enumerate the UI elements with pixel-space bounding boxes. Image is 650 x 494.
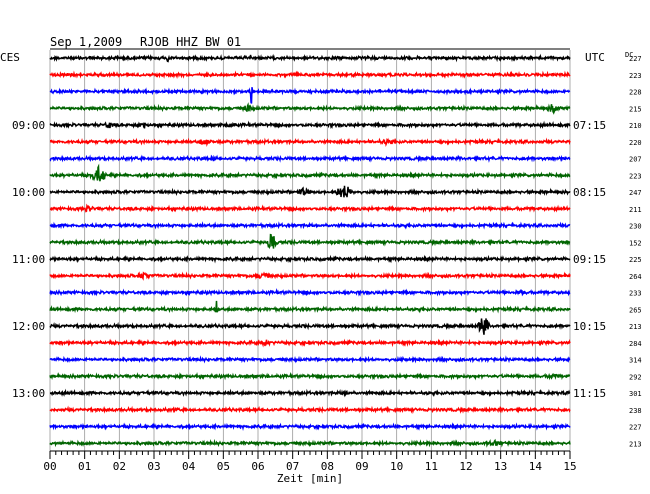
x-tick-label: 00 <box>43 460 56 473</box>
x-tick-label: 03 <box>147 460 160 473</box>
trace-line <box>49 233 571 250</box>
dc-value: 152 <box>629 239 642 247</box>
left-time-label: 13:00 <box>12 387 45 400</box>
x-tick-label: 13 <box>494 460 507 473</box>
trace-line <box>49 185 571 198</box>
trace-line <box>49 422 571 432</box>
x-tick-label: 10 <box>390 460 403 473</box>
left-time-label: 09:00 <box>12 119 45 132</box>
dc-value: 301 <box>629 390 642 398</box>
dc-value: 211 <box>629 206 642 214</box>
traces <box>49 53 571 448</box>
right-time-label: 07:15 <box>573 119 606 132</box>
trace-line <box>49 163 571 182</box>
dc-label: DC <box>625 51 633 59</box>
x-tick-label: 11 <box>425 460 438 473</box>
x-axis: 00 01 02 03 04 05 06 07 08 09 10 11 12 13 14 15 <box>43 450 577 473</box>
dc-value: 238 <box>629 407 642 415</box>
dc-value: 225 <box>629 256 642 264</box>
dc-value: 227 <box>629 424 642 432</box>
grid <box>49 50 571 451</box>
trace-line <box>49 154 571 163</box>
x-tick-label: 05 <box>217 460 230 473</box>
x-tick-label: 02 <box>113 460 126 473</box>
left-time-label: 12:00 <box>12 320 45 333</box>
dc-value: 264 <box>629 273 642 281</box>
x-tick-label: 07 <box>286 460 299 473</box>
dc-value: 213 <box>629 440 642 448</box>
trace-line <box>49 271 571 281</box>
trace-line <box>49 137 571 148</box>
trace-line <box>49 221 571 230</box>
trace-line <box>49 388 571 398</box>
dc-value: 247 <box>629 189 642 197</box>
x-tick-label: 06 <box>251 460 264 473</box>
x-tick-label: 14 <box>529 460 543 473</box>
right-timezone-label: UTC <box>585 51 605 64</box>
dc-value: 265 <box>629 306 642 314</box>
trace-line <box>49 371 571 381</box>
trace-line <box>49 120 571 130</box>
x-axis-title: Zeit [min] <box>277 472 343 485</box>
dc-value: 284 <box>629 340 642 348</box>
right-time-label: 08:15 <box>573 186 606 199</box>
header-station: RJOB HHZ BW 01 <box>140 35 241 49</box>
header-date: Sep 1,2009 <box>50 35 122 49</box>
dc-value: 223 <box>629 72 642 80</box>
trace-line <box>49 405 571 415</box>
trace-line <box>49 355 571 364</box>
x-tick-label: 12 <box>459 460 472 473</box>
trace-line <box>49 438 571 448</box>
trace-line <box>49 288 571 297</box>
trace-line <box>49 203 571 214</box>
dc-value: 228 <box>629 89 642 97</box>
left-timezone-label: CES <box>0 51 20 64</box>
trace-line <box>49 318 571 335</box>
row-labels: 09:00 10:00 11:00 12:00 13:00 07:15 08:15 09:15… <box>12 55 642 448</box>
trace-line <box>49 254 571 264</box>
dc-value: 210 <box>629 122 642 130</box>
dc-value: 223 <box>629 172 642 180</box>
dc-value: 233 <box>629 290 642 298</box>
x-tick-label: 09 <box>355 460 368 473</box>
x-tick-label: 01 <box>78 460 91 473</box>
right-time-label: 11:15 <box>573 387 606 400</box>
trace-line <box>49 87 571 104</box>
dc-value: 292 <box>629 373 642 381</box>
x-tick-label: 08 <box>321 460 334 473</box>
trace-line <box>49 53 571 63</box>
dc-value: 220 <box>629 139 642 147</box>
trace-line <box>49 338 571 348</box>
right-time-label: 09:15 <box>573 253 606 266</box>
dc-value: 207 <box>629 156 642 164</box>
dc-value: 227 <box>629 55 642 63</box>
dc-value: 314 <box>629 357 642 365</box>
trace-line <box>49 102 571 115</box>
right-time-label: 10:15 <box>573 320 606 333</box>
dc-value: 213 <box>629 323 642 331</box>
dc-value: 230 <box>629 223 642 231</box>
left-time-label: 11:00 <box>12 253 45 266</box>
x-tick-label: 15 <box>563 460 576 473</box>
left-time-label: 10:00 <box>12 186 45 199</box>
trace-line <box>49 70 571 79</box>
dc-value: 215 <box>629 105 642 113</box>
trace-line <box>49 300 571 314</box>
x-tick-label: 04 <box>182 460 196 473</box>
